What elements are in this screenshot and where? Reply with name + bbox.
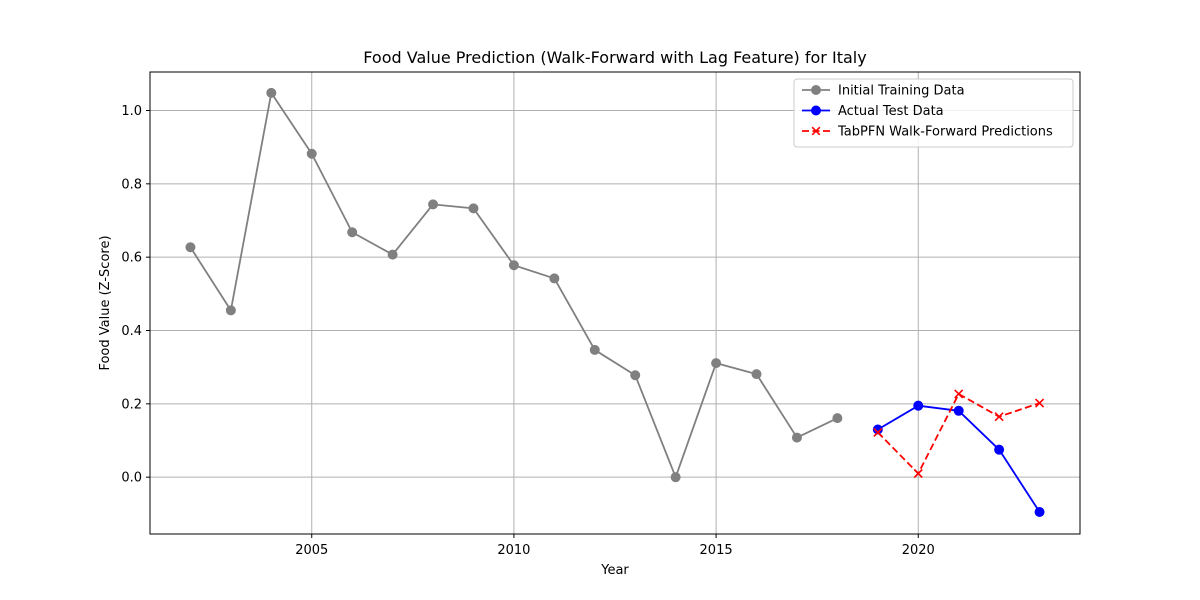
data-point — [306, 148, 317, 159]
data-point — [873, 427, 883, 437]
data-point — [913, 468, 923, 479]
data-point — [953, 405, 964, 416]
legend-label: TabPFN Walk-Forward Predictions — [837, 125, 1053, 140]
data-point — [630, 370, 641, 381]
data-point — [791, 432, 802, 443]
x-tick-label: 2010 — [497, 543, 530, 558]
series-1 — [872, 400, 1045, 517]
y-tick-label: 0.6 — [121, 251, 142, 266]
x-axis-label: Year — [600, 563, 629, 578]
data-point — [508, 260, 519, 271]
y-tick-label: 1.0 — [121, 104, 142, 119]
data-point — [468, 203, 479, 214]
series — [185, 87, 1045, 517]
y-tick-label: 0.8 — [121, 177, 142, 192]
data-point — [428, 199, 439, 210]
data-point — [711, 358, 722, 369]
y-axis-label: Food Value (Z-Score) — [98, 235, 113, 370]
data-point — [751, 369, 762, 380]
legend-label: Actual Test Data — [838, 104, 944, 119]
data-point — [185, 242, 196, 253]
x-tick-label: 2005 — [295, 543, 328, 558]
data-point — [225, 305, 236, 316]
data-point — [670, 472, 681, 483]
ticks: 2005 2010 2015 2020 0.0 0.2 0.4 0.6 0.8 1.0 — [121, 104, 934, 558]
data-point — [549, 273, 560, 284]
data-point — [994, 444, 1005, 455]
data-point — [387, 249, 398, 260]
legend: Initial Training Data Actual Test Data Tab… — [793, 78, 1074, 148]
data-point — [589, 344, 600, 355]
data-point — [872, 424, 883, 435]
series-0 — [185, 87, 843, 483]
legend-marker — [811, 126, 821, 136]
y-tick-label: 0.2 — [121, 397, 142, 412]
y-tick-label: 0.0 — [121, 471, 142, 486]
data-point — [1034, 398, 1045, 408]
series-line — [877, 393, 1040, 475]
legend-entry: Actual Test Data — [802, 104, 944, 119]
data-point — [832, 413, 843, 424]
data-point — [994, 412, 1004, 422]
data-point — [1034, 507, 1045, 517]
data-point — [266, 87, 277, 98]
legend-entry: Initial Training Data — [802, 84, 965, 99]
data-point — [913, 400, 924, 411]
chart-title: Food Value Prediction (Walk-Forward with… — [363, 48, 866, 67]
legend-marker — [811, 105, 821, 116]
series-2 — [873, 389, 1045, 479]
data-point — [954, 389, 964, 399]
legend-box — [793, 78, 1074, 148]
x-tick-label: 2015 — [700, 543, 733, 558]
x-tick-label: 2020 — [902, 543, 935, 558]
y-tick-label: 0.4 — [121, 324, 142, 339]
legend-marker — [811, 85, 821, 95]
data-point — [347, 227, 358, 238]
legend-entry: TabPFN Walk-Forward Predictions — [802, 125, 1053, 140]
plot-frame — [149, 71, 1081, 535]
legend-label: Initial Training Data — [838, 84, 965, 99]
